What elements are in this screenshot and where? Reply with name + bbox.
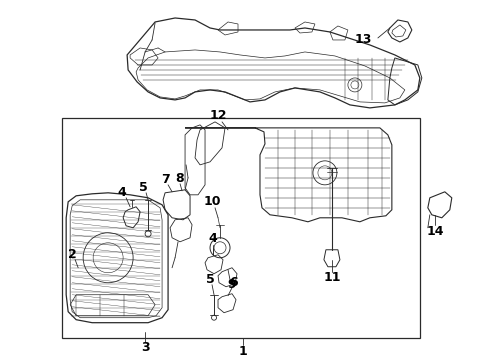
Bar <box>62 118 420 338</box>
Text: 2: 2 <box>68 248 76 261</box>
Text: 14: 14 <box>426 225 443 238</box>
Text: 4: 4 <box>118 186 126 199</box>
Text: 6: 6 <box>230 276 238 289</box>
Text: 1: 1 <box>239 345 247 358</box>
Text: 7: 7 <box>161 173 170 186</box>
Text: 3: 3 <box>141 341 149 354</box>
Text: 11: 11 <box>323 271 341 284</box>
Text: 8: 8 <box>176 172 184 185</box>
Text: 5: 5 <box>206 273 215 286</box>
Text: 9: 9 <box>228 278 236 291</box>
Text: 5: 5 <box>139 181 147 194</box>
Text: 10: 10 <box>203 195 221 208</box>
Text: 12: 12 <box>209 109 227 122</box>
Text: 4: 4 <box>209 232 218 245</box>
Text: 13: 13 <box>354 33 371 46</box>
